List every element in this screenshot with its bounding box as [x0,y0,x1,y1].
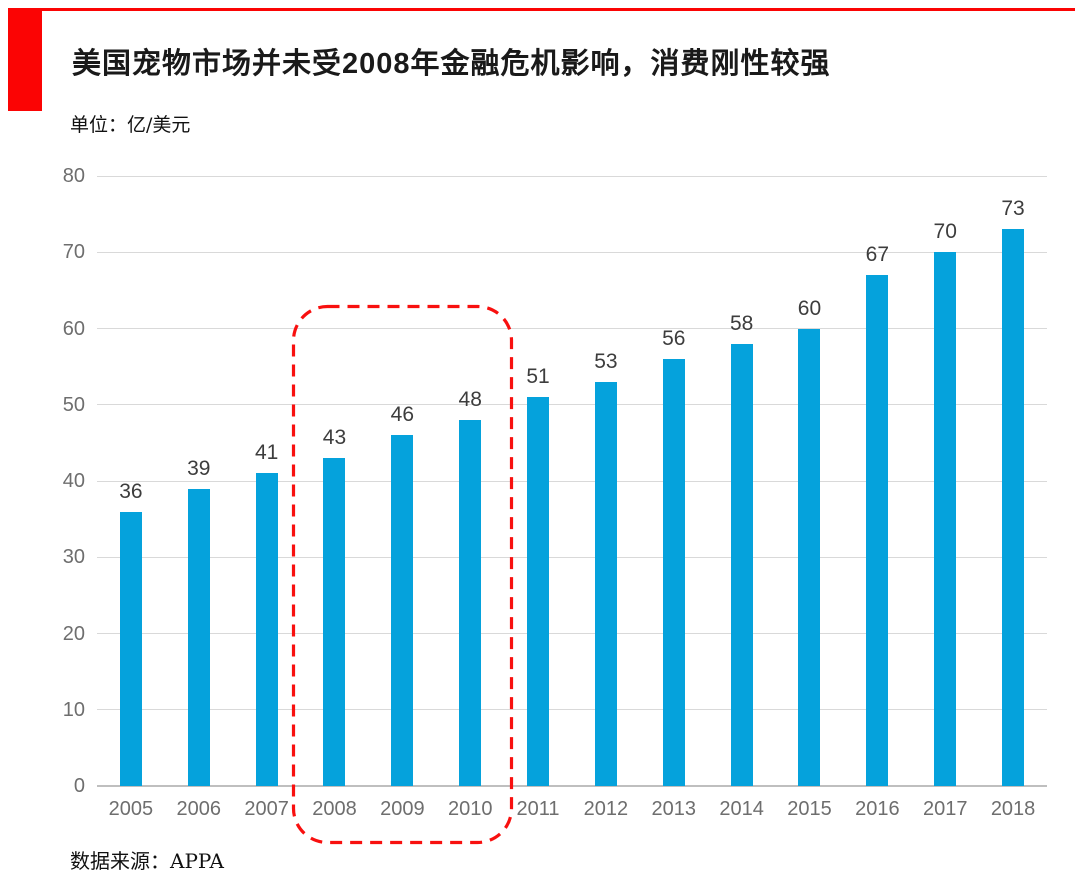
x-tick-label: 2008 [312,798,357,820]
x-tick-label: 2010 [447,798,493,820]
source-label: 数据来源：APPA [70,849,224,873]
bar-slot-2015: 60 2015 [776,176,844,821]
x-tick-label: 2016 [855,798,900,820]
gridline [97,404,1047,406]
y-tick-label: 80 [62,165,85,187]
bar-value-label: 56 [662,327,686,350]
bar-slot-2016: 67 2016 [843,176,911,820]
bar-2014[interactable] [730,343,753,786]
y-tick-label: 30 [62,546,85,569]
gridline [97,480,1047,482]
y-tick-label: 0 [73,775,85,797]
bar-value-label: 43 [322,426,347,450]
bar-slot-2017: 70 2017 [911,176,979,820]
bar-2015[interactable] [798,328,821,786]
bar-value-label: 53 [594,349,618,373]
gridline [97,556,1047,558]
bar-2008[interactable] [323,458,346,786]
bar-slot-2006: 39 2006 [165,176,233,820]
bar-slot-2018: 73 2018 [979,176,1047,820]
page-title: 美国宠物市场并未受2008年金融危机影响，消费刚性较强 [72,48,831,80]
y-tick-label: 10 [62,698,85,721]
bar-value-label: 41 [254,441,279,465]
x-tick-label: 2006 [176,798,222,820]
bar-2012[interactable] [594,381,617,786]
bar-2016[interactable] [866,275,889,786]
x-axis-line [97,785,1047,787]
y-tick-label: 50 [62,393,85,416]
bar-2013[interactable] [662,359,685,786]
bar-value-label: 73 [1001,197,1025,221]
red-accent-block [8,8,42,111]
bar-slot-2013: 56 2013 [640,176,708,820]
unit-label: 单位：亿/美元 [70,114,191,136]
bar-value-label: 67 [865,243,890,267]
gridline [97,633,1047,634]
bar-slot-2007: 41 2007 [233,176,301,820]
x-tick-label: 2005 [108,798,154,820]
bar-2010[interactable] [459,420,482,786]
plot-area: 36 2005 39 2006 41 2007 43 2008 46 2009 48 2010 51 20… [97,176,1047,821]
y-tick-label: 20 [62,622,85,645]
bar-value-label: 58 [729,311,754,335]
bar-2011[interactable] [527,397,550,786]
top-rule [8,8,1075,11]
bar-slot-2012: 53 2012 [572,176,640,820]
bar-2018[interactable] [1002,229,1025,786]
gridline [97,251,1047,253]
y-tick-label: 70 [62,241,85,264]
y-tick-label: 40 [62,470,85,492]
gridline [97,709,1047,711]
x-tick-label: 2013 [651,798,697,820]
x-tick-label: 2011 [516,798,560,820]
bar-2006[interactable] [187,488,210,786]
bar-value-label: 46 [390,403,415,427]
bar-2007[interactable] [255,473,278,786]
bar-value-label: 36 [119,479,143,503]
bar-slot-2009: 46 2009 [368,176,436,820]
x-tick-label: 2014 [719,798,764,820]
x-tick-label: 2017 [922,798,968,820]
bar-value-label: 51 [526,365,550,389]
bar-slot-2011: 51 2011 [504,176,572,820]
bar-2005[interactable] [119,511,142,786]
x-tick-label: 2009 [380,798,425,820]
gridline [97,175,1047,177]
x-tick-label: 2018 [990,798,1036,820]
bar-value-label: 60 [797,296,822,320]
x-tick-label: 2015 [787,798,832,820]
bar-slot-2010: 48 2010 [436,176,504,820]
gridline [97,328,1047,329]
bar-slot-2008: 43 2008 [301,176,369,820]
bar-2009[interactable] [391,435,414,786]
bar-2017[interactable] [934,252,957,786]
bar-value-label: 48 [458,388,482,411]
bar-value-label: 39 [187,456,211,480]
y-tick-label: 60 [62,317,85,340]
x-tick-label: 2007 [244,798,289,820]
bar-slot-2014: 58 2014 [708,176,776,820]
x-tick-label: 2012 [583,798,629,820]
bar-slot-2005: 36 2005 [97,176,165,821]
bar-value-label: 70 [933,220,957,244]
